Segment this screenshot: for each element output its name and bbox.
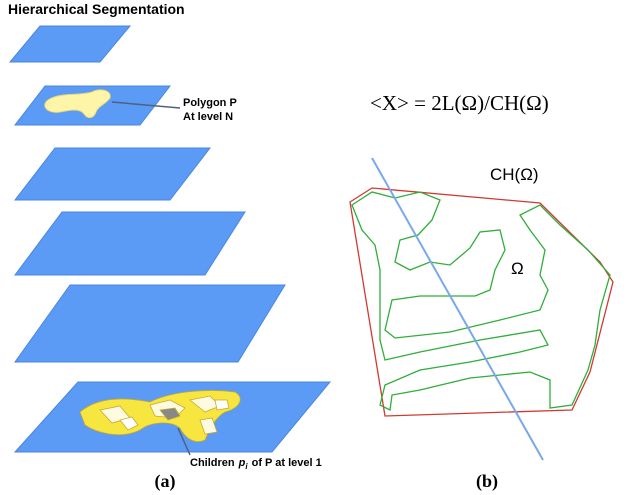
region-boundary	[352, 192, 610, 410]
convex-hull	[350, 188, 613, 416]
hull-label: CH(Ω)	[490, 165, 539, 184]
polygon-label-line: At level N	[183, 111, 233, 123]
title: Hierarchical Segmentation	[8, 1, 185, 17]
caption: (a)	[155, 471, 176, 492]
formula: <X> = 2L(Ω)/CH(Ω)	[370, 91, 549, 115]
polygon-label-line: Polygon P	[183, 97, 237, 109]
polygon-label: Polygon P At level N	[183, 97, 240, 123]
children-sub: i	[245, 462, 248, 471]
children-prefix: Children	[190, 457, 235, 469]
caption: (b)	[476, 471, 498, 492]
plane	[15, 285, 285, 362]
plane	[15, 148, 210, 200]
region-label: Ω	[511, 259, 524, 278]
plane	[10, 26, 130, 62]
children-suffix: of P at level 1	[252, 457, 322, 469]
planes	[10, 26, 330, 452]
axis-line	[372, 158, 543, 460]
figure: Hierarchical Segmentation Polygon P At l…	[0, 0, 632, 495]
plane	[15, 212, 245, 275]
